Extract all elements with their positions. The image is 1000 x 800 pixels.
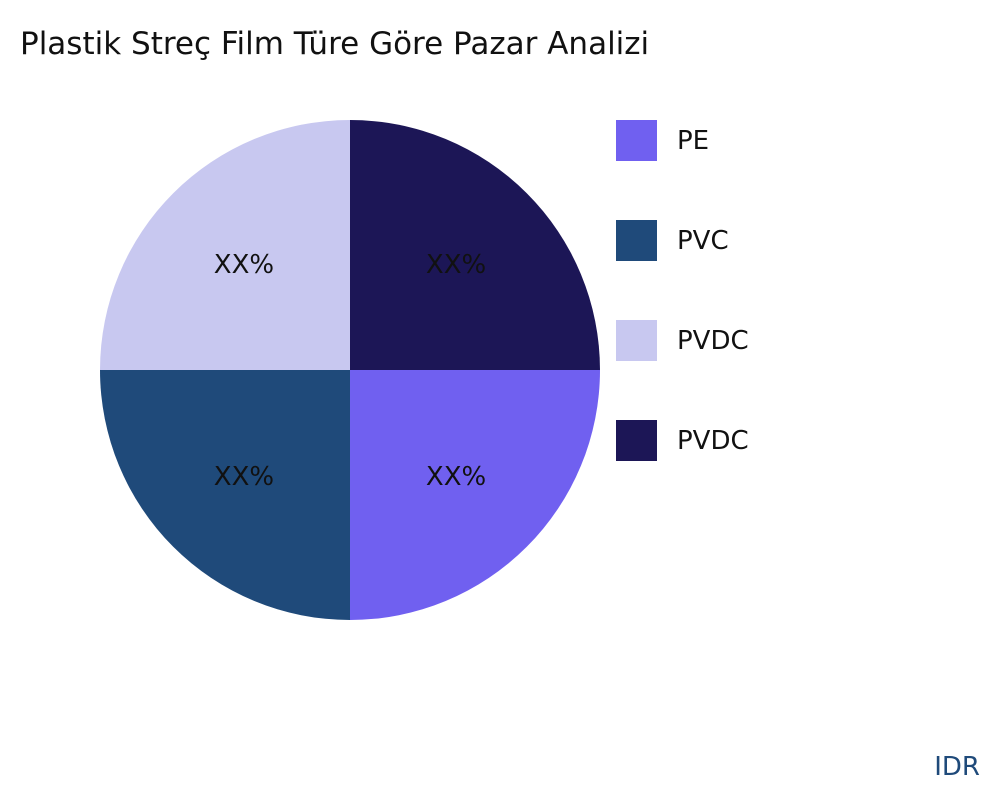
slice-label-2: XX% <box>214 250 274 280</box>
legend-swatch <box>616 320 657 361</box>
legend-label: PVDC <box>677 325 749 356</box>
pie-slice-3 <box>350 120 600 370</box>
legend-item-1: PVC <box>616 220 729 261</box>
legend-swatch <box>616 220 657 261</box>
chart-title: Plastik Streç Film Türe Göre Pazar Anali… <box>20 26 650 62</box>
legend-item-3: PVDC <box>616 420 749 461</box>
legend-label: PVDC <box>677 425 749 456</box>
slice-label-3: XX% <box>426 250 486 280</box>
pie-slice-0 <box>350 370 600 620</box>
brand-logo: IDR <box>934 752 980 782</box>
legend-label: PVC <box>677 225 729 256</box>
slice-label-0: XX% <box>426 462 486 492</box>
legend-swatch <box>616 120 657 161</box>
legend-item-2: PVDC <box>616 320 749 361</box>
pie-slice-2 <box>100 120 350 370</box>
pie-slice-1 <box>100 370 350 620</box>
legend-item-0: PE <box>616 120 709 161</box>
legend-label: PE <box>677 125 710 156</box>
slice-label-1: XX% <box>214 462 274 492</box>
legend-swatch <box>616 420 657 461</box>
